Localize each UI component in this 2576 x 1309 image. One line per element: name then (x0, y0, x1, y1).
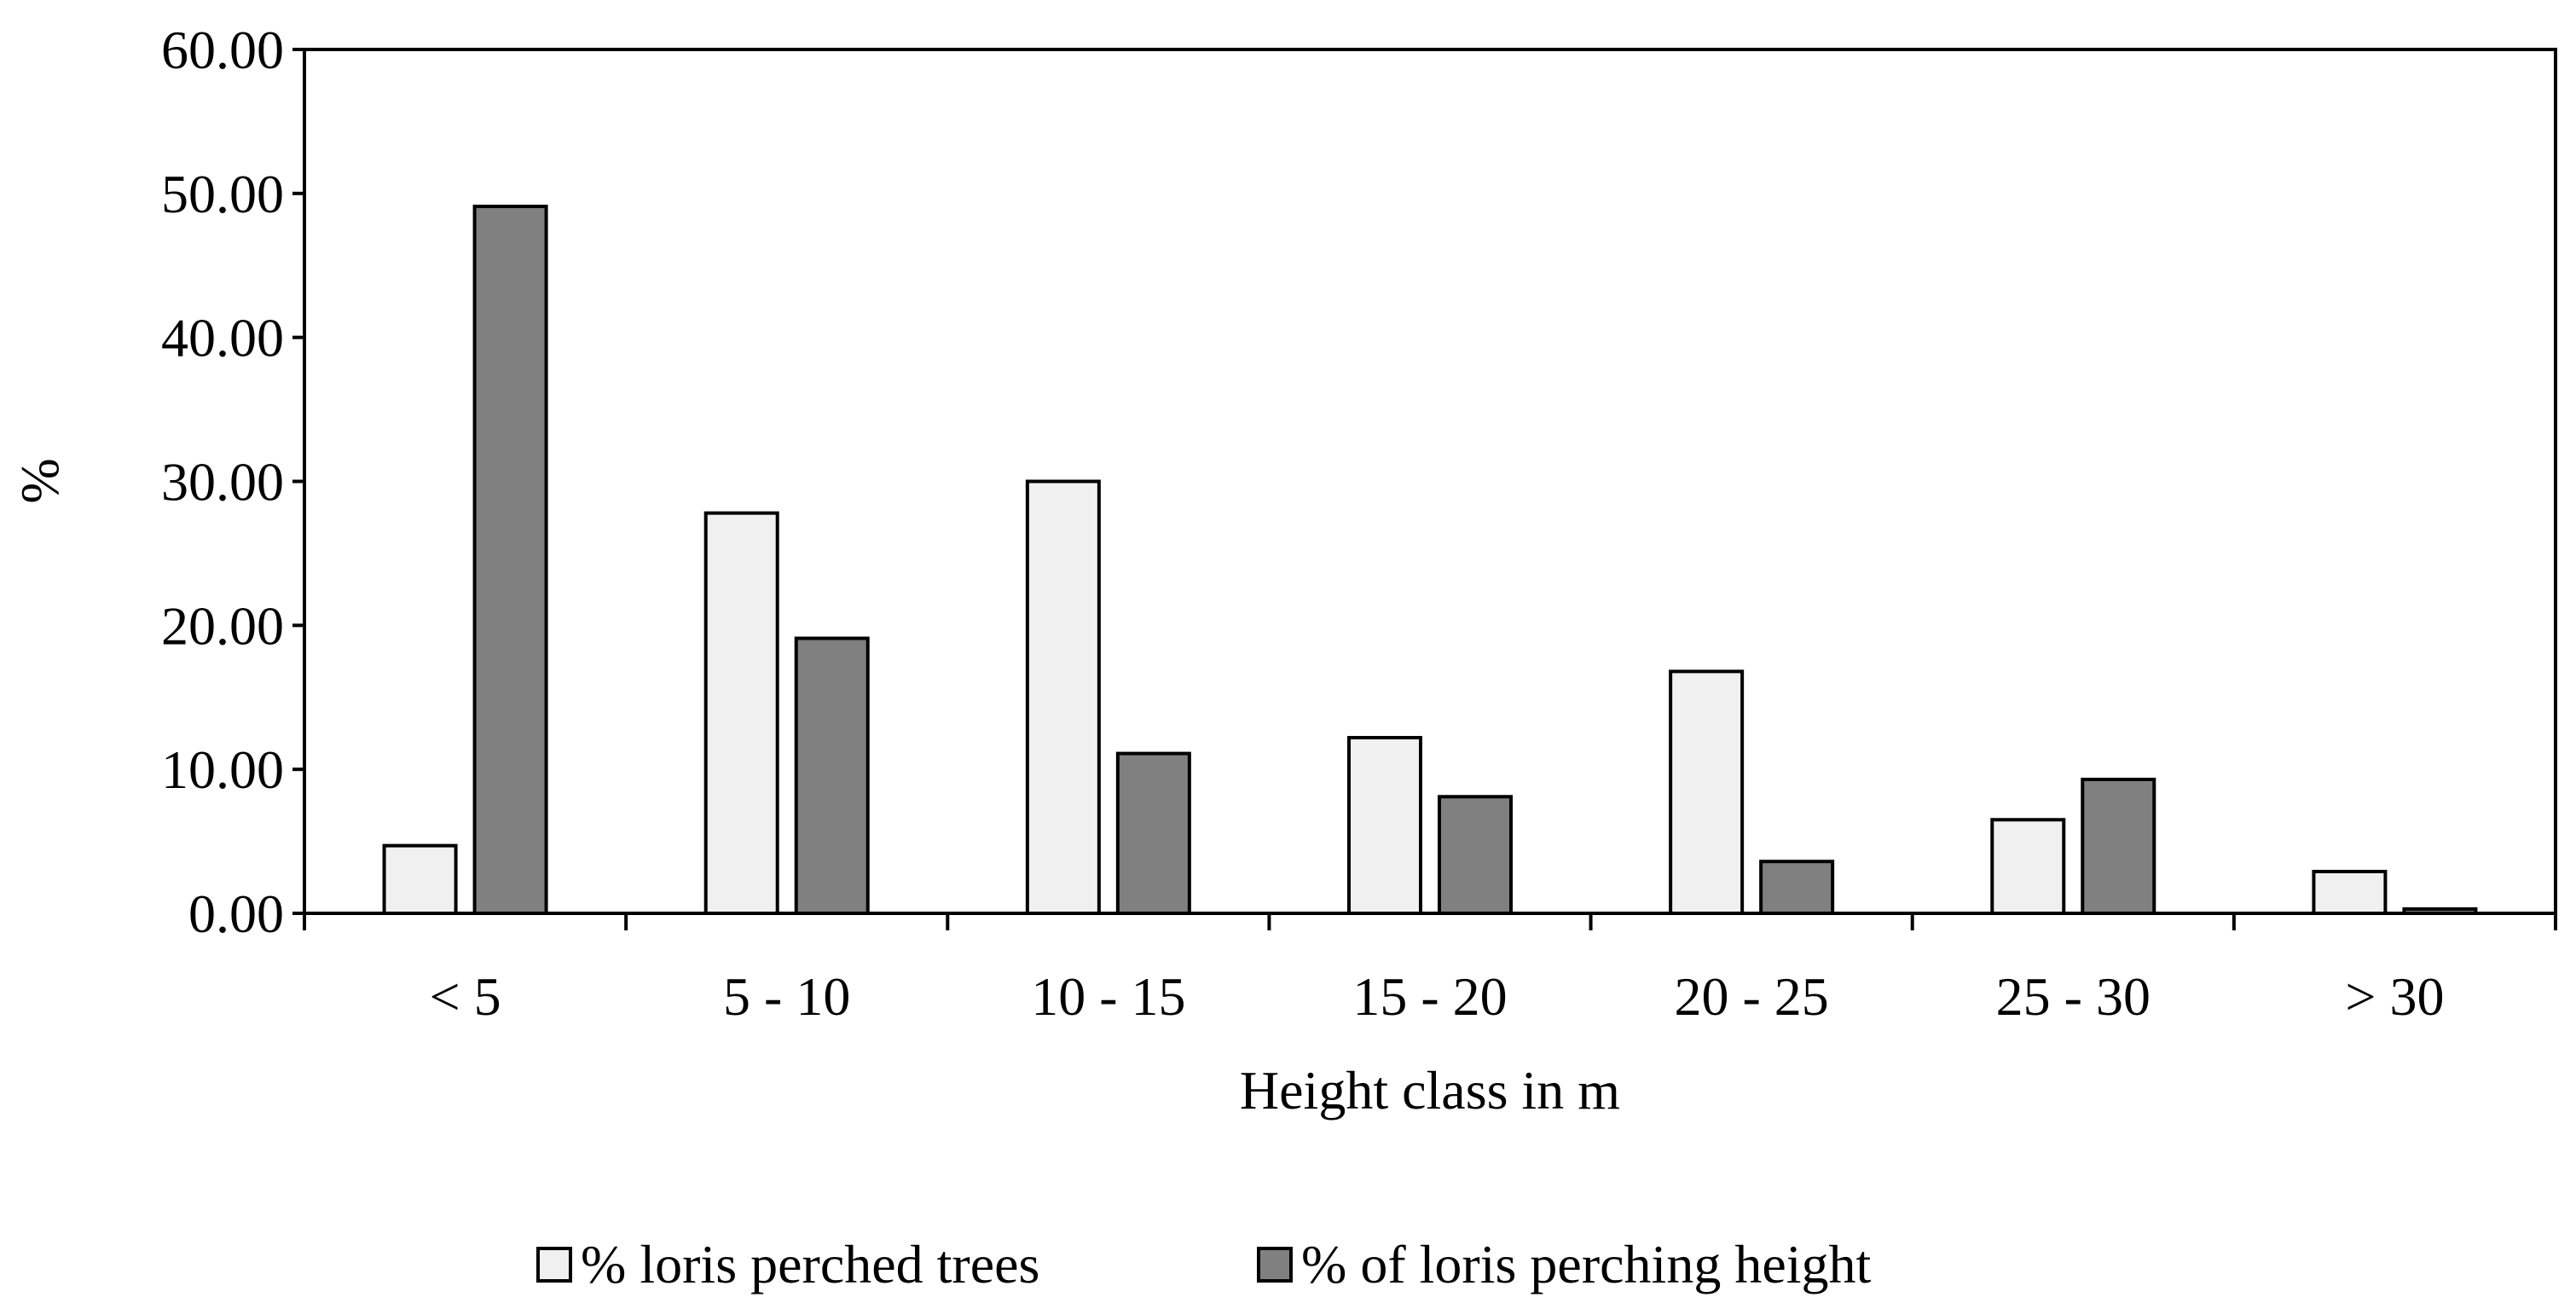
y-tick-label: 0.00 (188, 883, 284, 944)
y-tick-label: 40.00 (161, 308, 284, 368)
y-tick-label: 30.00 (161, 452, 284, 513)
bar-perching-height-1 (794, 636, 870, 915)
y-tick-label: 50.00 (161, 164, 284, 224)
y-axis: 0.00 10.00 20.00 30.00 40.00 50.00 60.00 (161, 20, 304, 944)
bar-perched-trees-1 (703, 511, 779, 915)
x-tick-label: > 30 (2345, 966, 2444, 1027)
x-axis-title: Height class in m (1240, 1060, 1620, 1121)
x-tick-label: 15 - 20 (1352, 966, 1507, 1027)
legend-swatch-perching-height (1257, 1247, 1293, 1283)
bar-perching-height-0 (472, 205, 548, 916)
x-tick-label: < 5 (430, 966, 501, 1027)
bar-perching-height-4 (1759, 860, 1835, 915)
y-tick-label: 60.00 (161, 20, 284, 80)
x-tick-label: 10 - 15 (1031, 966, 1185, 1027)
bar-perched-trees-0 (382, 843, 458, 915)
bar-perching-height-6 (2402, 906, 2478, 916)
bars-group (382, 205, 2478, 916)
legend-label-perching-height: % of loris perching height (1301, 1234, 1872, 1295)
bar-perched-trees-2 (1025, 479, 1101, 915)
x-tick-label: 5 - 10 (723, 966, 850, 1027)
legend-swatch-perched-trees (536, 1247, 572, 1283)
legend: % loris perched trees % of loris perchin… (536, 1234, 1872, 1295)
bar-perching-height-5 (2081, 777, 2156, 915)
legend-label-perched-trees: % loris perched trees (581, 1234, 1039, 1295)
x-axis: < 5 5 - 10 10 - 15 15 - 20 20 - 25 25 - 30 > 3… (303, 913, 2557, 1027)
y-axis-title: % (9, 458, 70, 503)
bar-perching-height-2 (1115, 751, 1191, 915)
bar-perching-height-3 (1438, 795, 1513, 915)
bar-perched-trees-3 (1347, 736, 1422, 915)
bar-perched-trees-6 (2312, 870, 2388, 915)
y-tick-label: 20.00 (161, 595, 284, 656)
bar-perched-trees-4 (1669, 669, 1745, 915)
x-tick-label: 20 - 25 (1674, 966, 1828, 1027)
plot-area-frame (303, 48, 2557, 915)
y-tick-label: 10.00 (161, 739, 284, 800)
x-tick-label: 25 - 30 (1996, 966, 2151, 1027)
bar-perched-trees-5 (1990, 818, 2066, 916)
